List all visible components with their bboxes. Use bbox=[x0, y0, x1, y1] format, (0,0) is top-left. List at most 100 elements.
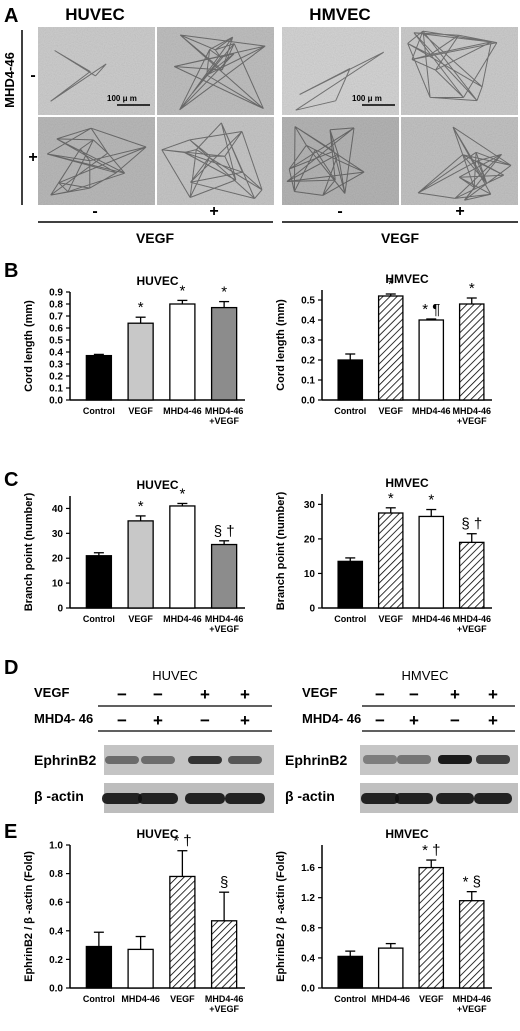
y-tick-label: 0.6 bbox=[49, 898, 63, 909]
category-label: MHD4-46 bbox=[205, 994, 244, 1004]
y-tick-label: 1.6 bbox=[301, 863, 315, 874]
y-tick-label: 0.9 bbox=[49, 288, 63, 299]
panelD-left-title: HUVEC bbox=[152, 668, 198, 683]
y-tick-label: 0.0 bbox=[49, 984, 63, 995]
bar bbox=[418, 866, 445, 989]
y-axis-label: Cord length (mm) bbox=[275, 299, 287, 391]
category-label: MHD4-46 bbox=[412, 406, 451, 416]
panelD-left-band1-label: EphrinB2 bbox=[34, 752, 96, 768]
y-tick-label: 1.2 bbox=[301, 893, 315, 904]
bar bbox=[418, 319, 445, 401]
panelA-row-label: MHD4-46 bbox=[2, 52, 17, 108]
micrograph-grid: 100 μ m 100 μ m bbox=[38, 27, 518, 205]
significance-mark: * bbox=[388, 276, 394, 293]
chart-B-HUVEC: HUVEC 0.00.10.20.30.40.50.60.70.80.9 Cord … bbox=[23, 274, 245, 426]
category-label: Control bbox=[334, 994, 366, 1004]
band-ephrinb2 bbox=[363, 755, 397, 764]
y-tick-label: 1.0 bbox=[49, 841, 63, 852]
band-ephrinb2 bbox=[397, 755, 431, 764]
vegf-sign: + bbox=[450, 685, 460, 704]
chart-B-HMVEC: HMVEC 0.0 0.1 0.2 0.3 0.4 0.5 Cord length (mm) C… bbox=[275, 272, 492, 426]
bar bbox=[85, 555, 113, 609]
panelD-signs: − − − + + − + + − − − + + − + + bbox=[117, 685, 498, 730]
y-tick-label: 0.8 bbox=[49, 300, 63, 311]
micrograph-hmvec-vegf bbox=[401, 27, 518, 115]
bar bbox=[85, 945, 113, 989]
y-axis-label: EphrinB2 / β -actin (Fold) bbox=[23, 851, 35, 982]
y-tick-label: 0.5 bbox=[49, 336, 63, 347]
micrograph-huvec-vegf bbox=[157, 27, 274, 115]
panel-label-c: C bbox=[4, 469, 18, 491]
significance-mark: * bbox=[221, 284, 227, 301]
mhd-sign: + bbox=[240, 711, 250, 730]
micrograph-network bbox=[407, 30, 498, 102]
chart-C-HUVEC: HUVEC 0 10 20 30 40 Branch point (number) Contr… bbox=[23, 478, 245, 634]
y-axis-label: Branch point (number) bbox=[275, 491, 287, 610]
bar bbox=[85, 354, 113, 401]
mhd-sign: + bbox=[153, 711, 163, 730]
bar bbox=[418, 515, 445, 609]
band-actin bbox=[395, 793, 433, 804]
y-tick-label: 0.1 bbox=[49, 384, 63, 395]
chart-title: HMVEC bbox=[385, 272, 429, 286]
micrograph-network bbox=[286, 126, 365, 196]
category-label: Control bbox=[334, 614, 366, 624]
bar bbox=[458, 303, 485, 401]
panelD-left-mhd-label: MHD4- 46 bbox=[34, 711, 93, 726]
bar bbox=[127, 520, 154, 609]
panelA-vegf-label-1: VEGF bbox=[136, 230, 175, 246]
category-label: +VEGF bbox=[457, 624, 487, 634]
category-label: MHD4-46 bbox=[205, 406, 244, 416]
significance-mark: * bbox=[428, 492, 434, 509]
vegf-sign: − bbox=[375, 685, 385, 704]
vegf-sign: + bbox=[200, 685, 210, 704]
y-tick-label: 10 bbox=[52, 579, 64, 590]
significance-mark: * bbox=[179, 282, 185, 299]
micrograph-network bbox=[295, 51, 384, 111]
category-label: +VEGF bbox=[209, 624, 239, 634]
panelD-left-band2-label: β -actin bbox=[34, 788, 84, 804]
micrograph-huvec-mhd-vegf bbox=[157, 117, 274, 205]
y-tick-label: 0.2 bbox=[49, 372, 63, 383]
band-actin bbox=[185, 793, 225, 804]
y-tick-label: 0.8 bbox=[49, 869, 63, 880]
panelA-row-minus: - bbox=[30, 67, 35, 84]
significance-mark: § bbox=[220, 874, 228, 891]
category-label: MHD4-46 bbox=[163, 406, 202, 416]
y-tick-label: 0.5 bbox=[301, 296, 315, 307]
category-label: MHD4-46 bbox=[452, 406, 491, 416]
category-label: Control bbox=[334, 406, 366, 416]
significance-mark: * § bbox=[463, 874, 481, 891]
bar bbox=[210, 543, 238, 609]
y-tick-label: 0.4 bbox=[301, 316, 315, 327]
category-label: MHD4-46 bbox=[452, 614, 491, 624]
y-tick-label: 0 bbox=[57, 604, 63, 615]
significance-mark: * bbox=[138, 498, 144, 515]
category-label: VEGF bbox=[170, 994, 195, 1004]
category-label: +VEGF bbox=[209, 416, 239, 426]
scale-bar-label-1: 100 μ m bbox=[107, 94, 137, 103]
category-label: Control bbox=[83, 406, 115, 416]
panelD-right-mhd-label: MHD4- 46 bbox=[302, 711, 361, 726]
chart-title: HUVEC bbox=[136, 827, 178, 841]
y-axis-label: Branch point (number) bbox=[23, 492, 35, 611]
mhd-sign: − bbox=[450, 711, 460, 730]
micrograph-network bbox=[417, 126, 512, 201]
panelD-right-band2-label: β -actin bbox=[285, 788, 335, 804]
band-ephrinb2 bbox=[141, 756, 175, 764]
vegf-sign: + bbox=[240, 685, 250, 704]
bar bbox=[337, 955, 364, 989]
panel-label-b: B bbox=[4, 260, 18, 282]
vegf-sign: + bbox=[488, 685, 498, 704]
chart-E-HUVEC: HUVEC 0.0 0.2 0.4 0.6 0.8 1.0 EphrinB2 / β -act… bbox=[23, 827, 245, 1014]
band-actin bbox=[102, 793, 142, 804]
y-tick-label: 0.4 bbox=[49, 348, 63, 359]
chart-title: HUVEC bbox=[136, 274, 178, 288]
micrograph-bg bbox=[401, 27, 518, 115]
category-label: +VEGF bbox=[209, 1004, 239, 1014]
band-actin bbox=[361, 793, 399, 804]
bar bbox=[127, 948, 154, 989]
y-axis-label: EphrinB2 / β -actin (Fold) bbox=[275, 851, 287, 982]
micrograph-hmvec-mhd bbox=[282, 117, 399, 205]
category-label: Control bbox=[83, 614, 115, 624]
